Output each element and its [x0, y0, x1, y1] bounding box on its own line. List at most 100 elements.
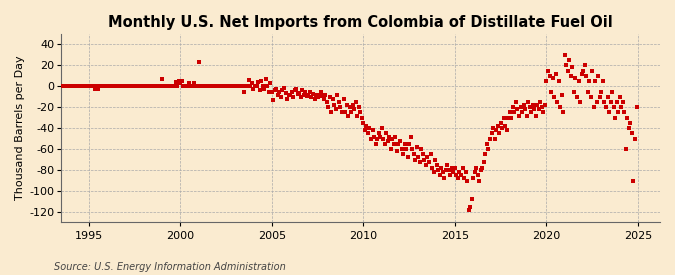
Point: [495, 121, 506, 125]
Point: [310, 92, 321, 97]
Point: [515, 105, 526, 109]
Point: [182, 84, 193, 89]
Point: [504, 110, 515, 115]
Point: [580, 74, 591, 78]
Point: [622, 116, 632, 120]
Point: [463, 208, 474, 212]
Point: [303, 92, 314, 97]
Point: [475, 168, 486, 172]
Point: [602, 95, 613, 99]
Point: [408, 152, 419, 156]
Point: [514, 113, 524, 118]
Point: [601, 105, 612, 109]
Point: [297, 88, 308, 93]
Point: [531, 113, 541, 118]
Point: [350, 100, 361, 104]
Point: [228, 84, 239, 89]
Point: [128, 84, 138, 89]
Point: [82, 84, 92, 89]
Point: [323, 105, 333, 109]
Point: [624, 126, 634, 130]
Point: [417, 152, 428, 156]
Point: [459, 176, 470, 181]
Point: [375, 134, 385, 139]
Point: [541, 79, 552, 83]
Point: [591, 100, 602, 104]
Point: [389, 142, 400, 146]
Point: [238, 84, 248, 89]
Point: [291, 87, 302, 92]
Point: [290, 88, 300, 93]
Point: [325, 95, 335, 99]
Point: [390, 134, 401, 139]
Point: [382, 139, 393, 143]
Point: [193, 60, 204, 64]
Point: [169, 84, 180, 89]
Point: [376, 126, 387, 130]
Point: [337, 110, 348, 115]
Point: [275, 95, 286, 99]
Point: [70, 84, 80, 89]
Point: [448, 170, 459, 174]
Point: [217, 84, 228, 89]
Point: [137, 84, 148, 89]
Point: [349, 107, 360, 112]
Point: [343, 113, 354, 118]
Point: [522, 100, 533, 104]
Point: [378, 136, 389, 141]
Point: [233, 84, 244, 89]
Point: [256, 79, 267, 83]
Point: [610, 116, 620, 120]
Point: [118, 84, 129, 89]
Point: [603, 110, 614, 115]
Point: [361, 124, 372, 128]
Point: [503, 116, 514, 120]
Point: [124, 84, 135, 89]
Point: [71, 84, 82, 89]
Point: [265, 81, 275, 85]
Point: [280, 90, 291, 95]
Point: [348, 103, 358, 107]
Point: [352, 113, 362, 118]
Point: [292, 91, 303, 96]
Point: [198, 84, 209, 89]
Point: [146, 84, 157, 89]
Point: [317, 94, 327, 98]
Point: [437, 170, 448, 174]
Point: [163, 84, 173, 89]
Point: [631, 105, 642, 109]
Point: [570, 76, 581, 80]
Point: [370, 142, 381, 146]
Point: [105, 84, 115, 89]
Point: [85, 84, 96, 89]
Point: [181, 84, 192, 89]
Point: [89, 87, 100, 92]
Point: [543, 68, 554, 73]
Point: [358, 121, 369, 125]
Point: [445, 173, 456, 177]
Point: [192, 84, 202, 89]
Point: [245, 84, 256, 89]
Point: [434, 173, 445, 177]
Point: [364, 126, 375, 130]
Y-axis label: Thousand Barrels per Day: Thousand Barrels per Day: [15, 56, 25, 200]
Point: [225, 84, 236, 89]
Point: [147, 84, 158, 89]
Point: [211, 84, 222, 89]
Point: [327, 97, 338, 101]
Point: [94, 84, 105, 89]
Point: [254, 88, 265, 93]
Point: [595, 95, 605, 99]
Point: [216, 84, 227, 89]
Point: [593, 74, 603, 78]
Point: [613, 110, 624, 115]
Point: [550, 72, 561, 76]
Point: [456, 173, 466, 177]
Point: [47, 84, 57, 89]
Point: [159, 84, 170, 89]
Point: [422, 155, 433, 160]
Point: [369, 134, 379, 139]
Point: [74, 84, 85, 89]
Point: [112, 84, 123, 89]
Point: [554, 79, 564, 83]
